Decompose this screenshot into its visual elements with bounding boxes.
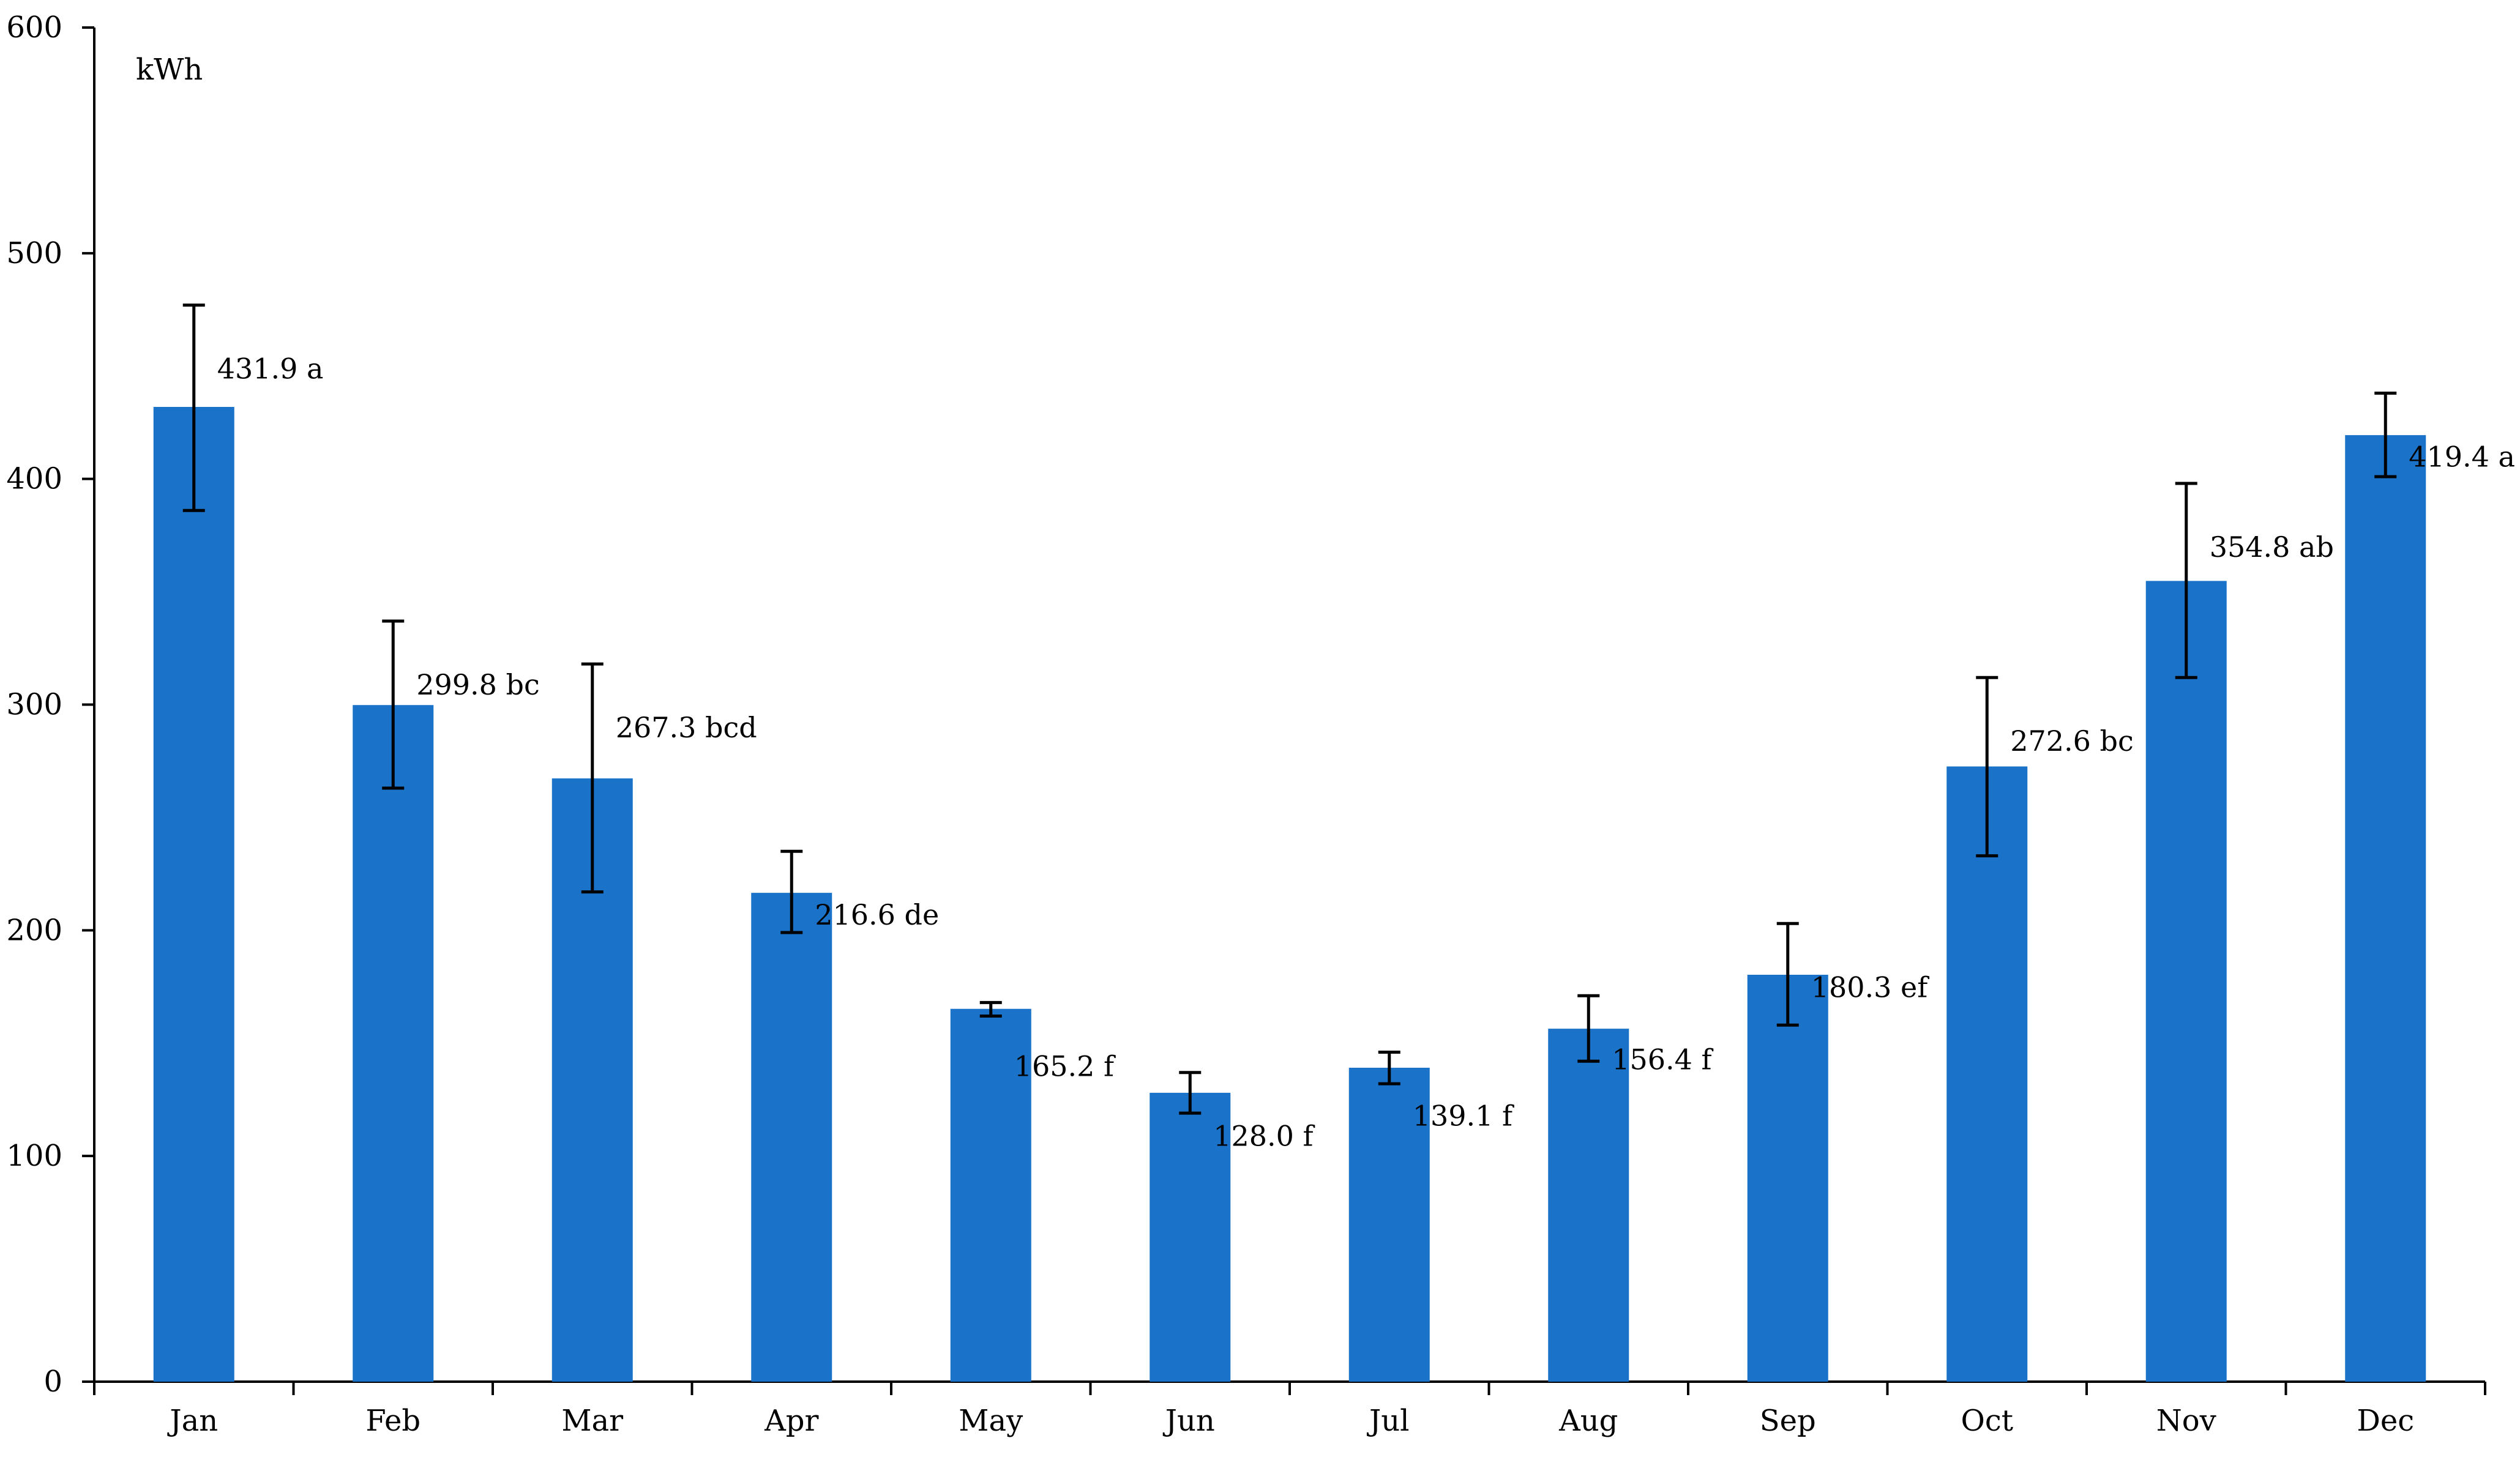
chart-bars [153, 407, 2426, 1382]
data-label: 267.3 bcd [616, 711, 757, 744]
bar [2145, 581, 2227, 1382]
data-label: 180.3 ef [1811, 970, 1930, 1004]
bar [1348, 1067, 1430, 1382]
x-tick-label: Mar [561, 1404, 623, 1438]
bar [1548, 1029, 1629, 1382]
x-tick-label: Jan [166, 1404, 218, 1438]
x-tick-label: Jun [1162, 1404, 1215, 1438]
bar [1946, 766, 2028, 1382]
y-tick-label: 400 [6, 462, 62, 496]
x-tick-label: Aug [1558, 1404, 1618, 1438]
data-label: 431.9 a [217, 352, 324, 385]
x-tick-label: Feb [365, 1404, 421, 1438]
x-tick-label: May [959, 1404, 1023, 1438]
data-label: 272.6 bc [2010, 724, 2134, 758]
bar [153, 407, 234, 1382]
x-tick-label: Sep [1760, 1404, 1816, 1438]
y-tick-label: 200 [6, 913, 62, 947]
x-tick-label: Nov [2156, 1404, 2216, 1438]
y-tick-label: 500 [6, 236, 62, 270]
bar [950, 1008, 1031, 1382]
y-axis-unit-label: kWh [136, 53, 203, 87]
data-label: 165.2 f [1014, 1049, 1116, 1082]
y-tick-label: 300 [6, 688, 62, 722]
x-tick-label: Jul [1366, 1404, 1410, 1438]
bar [2345, 435, 2426, 1382]
data-label: 139.1 f [1413, 1100, 1514, 1133]
y-tick-label: 0 [43, 1365, 62, 1399]
y-tick-label: 100 [6, 1139, 62, 1173]
x-tick-label: Apr [764, 1404, 818, 1438]
bar [1747, 974, 1828, 1382]
chart-error-bars [182, 304, 2397, 1115]
chart-axes: 0 100 200 300 400 500 600 [6, 10, 2486, 1399]
data-label: 216.6 de [815, 898, 939, 931]
bar [1150, 1092, 1231, 1382]
data-label: 354.8 ab [2210, 531, 2334, 564]
bar [751, 893, 832, 1382]
y-tick-label: 600 [6, 10, 62, 45]
x-tick-label: Oct [1961, 1404, 2013, 1438]
data-label: 419.4 a [2409, 441, 2515, 474]
data-label: 156.4 f [1612, 1043, 1713, 1076]
data-label: 299.8 bc [416, 668, 540, 701]
chart-data-labels: Jan 431.9 a Feb 299.8 bc Mar 267.3 bcd Apr 216.… [166, 352, 2515, 1438]
x-tick-label: Dec [2357, 1404, 2414, 1438]
bar [353, 705, 434, 1382]
data-label: 128.0 f [1213, 1120, 1315, 1153]
